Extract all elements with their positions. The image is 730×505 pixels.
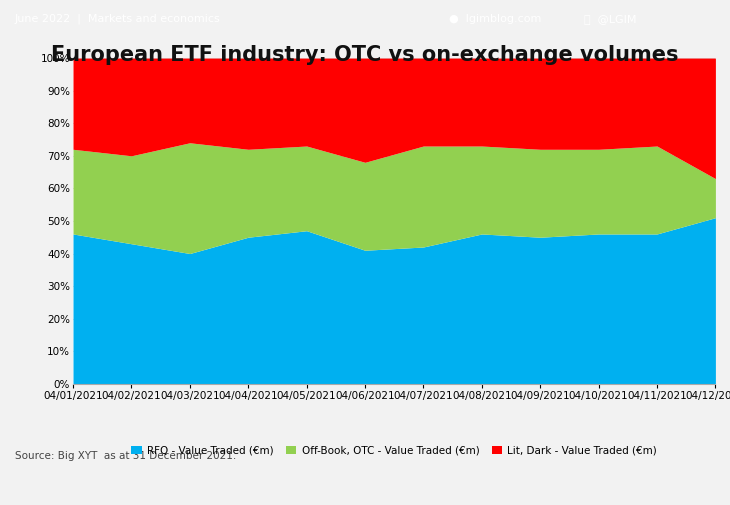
Text: Source: Big XYT  as at 31 December 2021.: Source: Big XYT as at 31 December 2021. <box>15 451 236 461</box>
Legend: RFQ - Value Traded (€m), Off-Book, OTC - Value Traded (€m), Lit, Dark - Value Tr: RFQ - Value Traded (€m), Off-Book, OTC -… <box>127 441 661 460</box>
Text: 🐦  @LGIM: 🐦 @LGIM <box>584 14 637 24</box>
Text: European ETF industry: OTC vs on-exchange volumes: European ETF industry: OTC vs on-exchang… <box>51 45 679 66</box>
Text: June 2022  |  Markets and economics: June 2022 | Markets and economics <box>15 14 220 24</box>
Text: ●  lgimblog.com: ● lgimblog.com <box>449 14 542 24</box>
